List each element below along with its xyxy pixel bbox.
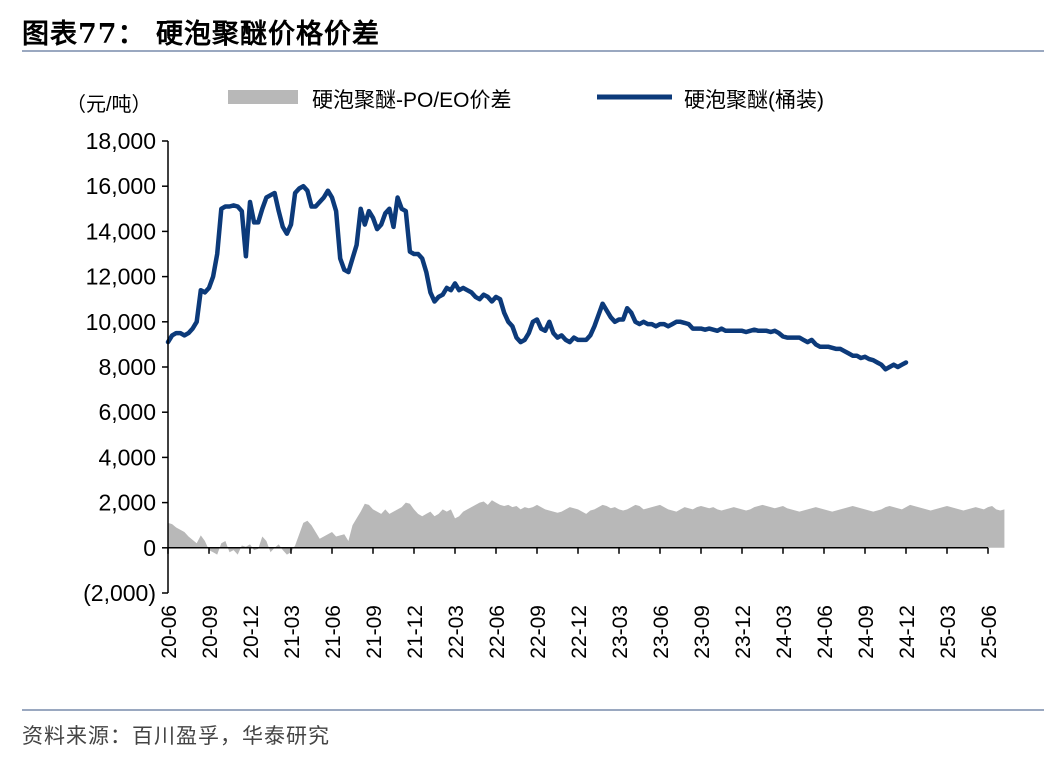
x-tick-label: 21-09 xyxy=(363,605,386,659)
y-tick-label: 12,000 xyxy=(86,264,156,290)
x-tick-label: 25-03 xyxy=(937,605,960,659)
legend-label-price: 硬泡聚醚(桶装) xyxy=(684,89,824,112)
y-tick-label: 18,000 xyxy=(86,128,156,154)
y-tick-label: 8,000 xyxy=(98,354,156,380)
y-tick-label: 4,000 xyxy=(98,444,156,470)
price-line xyxy=(165,183,909,372)
x-tick-label: 22-06 xyxy=(486,605,509,659)
title-divider xyxy=(22,50,1044,52)
x-tick-label: 24-09 xyxy=(855,605,878,659)
x-tick-label: 20-06 xyxy=(158,605,181,659)
y-tick-label: (2,000) xyxy=(83,580,156,606)
x-tick-label: 22-09 xyxy=(527,605,550,659)
figure-title: 图表77： 硬泡聚醚价格价差 xyxy=(22,19,380,50)
y-tick-label: 16,000 xyxy=(86,173,156,199)
y-tick-label: 0 xyxy=(143,535,156,561)
x-tick-label: 23-12 xyxy=(732,605,755,659)
x-tick-label: 21-12 xyxy=(404,605,427,659)
spread-area-layer xyxy=(168,500,1005,555)
y-axis-ticks: (2,000) 0 2,000 4,000 6,000 8,000 10,000 12,000… xyxy=(83,128,168,606)
x-axis-ticks: 20-06 20-09 20-12 21-03 21-06 21-09 21-12 22-03… xyxy=(158,547,1001,659)
y-tick-label: 2,000 xyxy=(98,490,156,516)
x-tick-label: 24-06 xyxy=(814,605,837,659)
x-tick-label: 20-12 xyxy=(240,605,263,659)
spread-area xyxy=(168,500,1005,555)
x-tick-label: 23-03 xyxy=(609,605,632,659)
x-tick-label: 25-06 xyxy=(978,605,1001,659)
x-tick-label: 24-12 xyxy=(896,605,919,659)
x-tick-label: 23-06 xyxy=(650,605,673,659)
x-tick-label: 22-03 xyxy=(445,605,468,659)
y-unit-label: （元/吨） xyxy=(66,93,152,116)
legend: 硬泡聚醚-PO/EO价差 硬泡聚醚(桶装) xyxy=(228,89,824,112)
source-note: 资料来源：百川盈孚，华泰研究 xyxy=(22,724,330,748)
legend-label-spread: 硬泡聚醚-PO/EO价差 xyxy=(312,89,512,112)
chart-svg: 硬泡聚醚-PO/EO价差 硬泡聚醚(桶装) （元/吨） (2,000) 0 2,00… xyxy=(66,89,1005,659)
x-tick-label: 20-09 xyxy=(199,605,222,659)
y-tick-label: 14,000 xyxy=(86,218,156,244)
x-tick-label: 21-03 xyxy=(281,605,304,659)
price-line-layer xyxy=(165,183,909,372)
legend-swatch-spread xyxy=(228,90,298,104)
x-tick-label: 24-03 xyxy=(773,605,796,659)
source-divider xyxy=(22,709,1044,711)
x-tick-label: 21-06 xyxy=(322,605,345,659)
y-tick-label: 10,000 xyxy=(86,309,156,335)
x-tick-label: 22-12 xyxy=(568,605,591,659)
x-tick-label: 23-09 xyxy=(691,605,714,659)
y-tick-label: 6,000 xyxy=(98,399,156,425)
